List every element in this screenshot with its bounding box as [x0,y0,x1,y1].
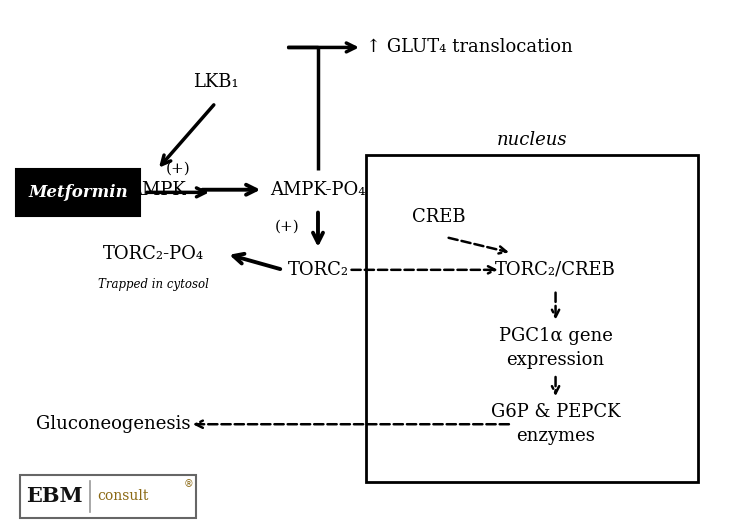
Text: G6P & PEPCK
enzymes: G6P & PEPCK enzymes [491,404,621,445]
Bar [16,169,140,216]
Text: TORC₂/CREB: TORC₂/CREB [495,261,616,279]
Text: LKB₁: LKB₁ [193,73,238,91]
Bar [366,155,698,482]
Text: TORC₂: TORC₂ [287,261,349,279]
Text: TORC₂-PO₄: TORC₂-PO₄ [103,245,204,263]
Text: (+): (+) [275,220,300,234]
Text: (+): (+) [166,161,190,175]
Text: Trapped in cytosol: Trapped in cytosol [98,278,209,291]
Text: EBM: EBM [26,486,83,506]
Text: Gluconeogenesis: Gluconeogenesis [36,415,191,433]
Text: ↑ GLUT₄ translocation: ↑ GLUT₄ translocation [366,38,572,56]
Text: AMPK-PO₄: AMPK-PO₄ [270,181,366,199]
Text: ®: ® [183,480,193,490]
Text: CREB: CREB [412,208,466,226]
Text: AMPK: AMPK [129,181,186,199]
Text: PGC1α gene
expression: PGC1α gene expression [499,327,613,368]
Text: consult: consult [97,490,148,503]
Text: Metformin: Metformin [29,184,128,201]
Text: nucleus: nucleus [497,131,567,149]
Bar [20,475,196,518]
